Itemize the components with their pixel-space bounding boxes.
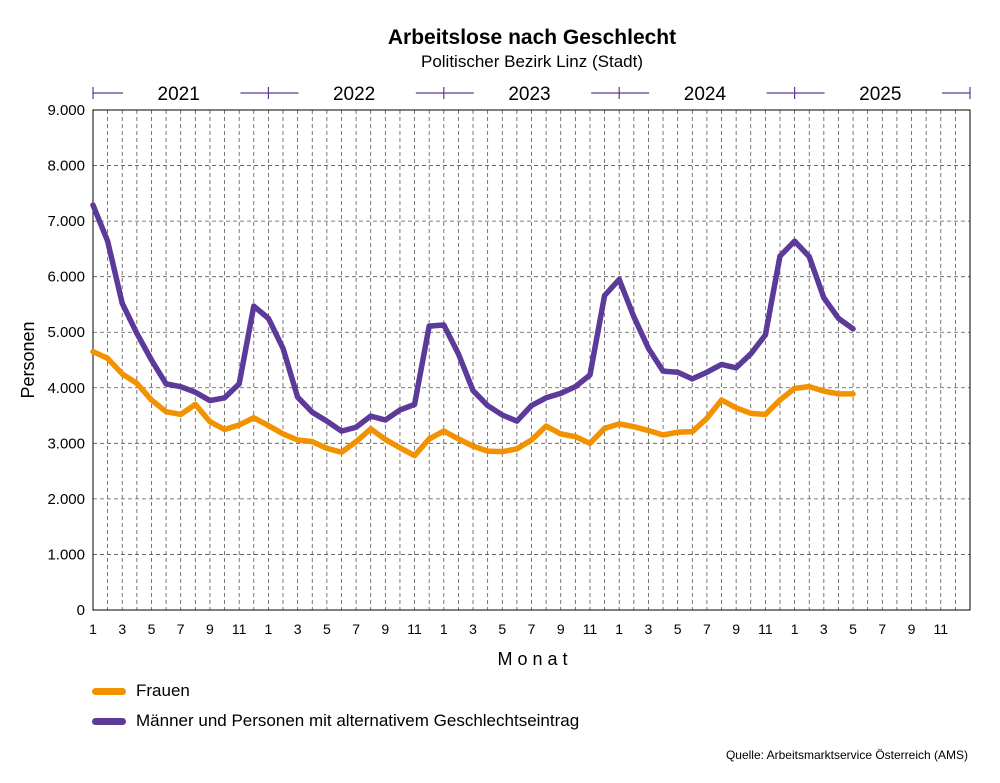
x-tick-label: 11 [407,621,422,637]
y-tick-label: 2.000 [47,491,85,508]
y-tick-label: 6.000 [47,269,85,286]
x-tick-label: 9 [732,621,740,637]
y-tick-label: 3.000 [47,435,85,452]
plot-frame [92,109,971,611]
x-tick-label: 7 [703,621,711,637]
y-tick-label: 4.000 [47,380,85,397]
legend-label-maenner: Männer und Personen mit alternativem Ges… [136,711,580,730]
legend-swatch-frauen [92,687,126,695]
x-tick-label: 9 [206,621,214,637]
legend-item-frauen: Frauen [92,676,579,706]
x-tick-label: 9 [381,621,389,637]
legend-label-frauen: Frauen [136,681,190,700]
year-label: 2023 [508,84,550,105]
y-tick-label: 0 [77,602,85,619]
year-label: 2025 [859,84,901,105]
x-tick-label: 5 [849,621,857,637]
series-line-maenner [90,202,856,434]
y-tick-label: 8.000 [47,158,85,175]
x-tick-label: 9 [908,621,916,637]
y-axis-label: Personen [18,321,38,398]
year-label: 2024 [684,84,727,105]
x-tick-label: 11 [583,621,598,637]
x-tick-label: 5 [498,621,506,637]
x-tick-label: 5 [674,621,682,637]
series-line-frauen [90,348,856,459]
x-tick-label: 3 [645,621,653,637]
x-tick-label: 7 [528,621,536,637]
y-axis-ticks: 0 1.000 2.000 3.000 4.000 5.000 6.000 7.000 8.00… [47,102,85,619]
y-tick-label: 7.000 [47,213,85,230]
x-tick-label: 1 [265,621,273,637]
x-tick-label: 7 [352,621,360,637]
x-tick-label: 1 [791,621,799,637]
year-axis: 2021 2022 2023 2024 2025 [92,84,971,105]
x-tick-label: 3 [469,621,477,637]
x-axis-ticks: 1 3 5 7 9 11 1 3 5 7 9 11 1 3 5 7 9 11 1 3 5 7 9 11 1 3 5 7 9 11 [89,621,948,637]
source-note: Quelle: Arbeitsmarktservice Österreich (… [725,748,968,762]
legend-item-maenner: Männer und Personen mit alternativem Ges… [92,706,579,736]
x-tick-label: 11 [758,621,773,637]
x-axis-label: Monat [497,649,572,669]
x-tick-label: 3 [820,621,828,637]
x-tick-label: 5 [323,621,331,637]
series-lines [90,202,856,459]
chart-title: Arbeitslose nach Geschlecht [387,26,677,49]
y-tick-label: 1.000 [47,546,85,563]
x-tick-label: 3 [118,621,126,637]
x-tick-label: 1 [89,621,97,637]
x-tick-label: 7 [177,621,185,637]
x-tick-label: 9 [557,621,565,637]
chart-subtitle: Politischer Bezirk Linz (Stadt) [420,52,644,71]
x-tick-label: 1 [615,621,623,637]
x-tick-label: 11 [232,621,247,637]
legend-swatch-maenner [92,717,126,725]
x-tick-label: 11 [933,621,948,637]
y-tick-label: 5.000 [47,324,85,341]
chart-grid [93,110,970,610]
x-tick-label: 3 [294,621,302,637]
x-tick-label: 5 [148,621,156,637]
y-tick-label: 9.000 [47,102,85,119]
chart-legend: Frauen Männer und Personen mit alternati… [92,676,579,736]
x-tick-label: 1 [440,621,448,637]
x-tick-label: 7 [878,621,886,637]
year-label: 2021 [158,84,200,105]
year-label: 2022 [333,84,375,105]
